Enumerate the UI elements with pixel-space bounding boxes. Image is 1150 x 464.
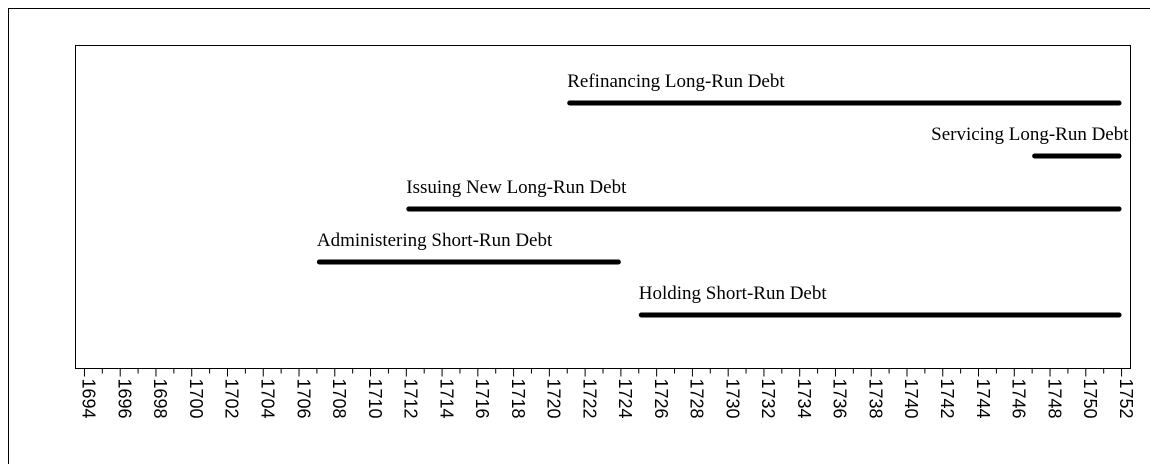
x-tick-label: 1752 [1116, 379, 1136, 419]
x-tick-label: 1744 [973, 379, 993, 419]
bar-label: Holding Short-Run Debt [639, 283, 828, 304]
x-tick-label: 1708 [329, 379, 349, 419]
x-tick-label: 1746 [1009, 379, 1029, 419]
x-tick-label: 1742 [937, 379, 957, 419]
x-tick-label: 1734 [794, 379, 814, 419]
x-tick-label: 1740 [901, 379, 921, 419]
x-tick-label: 1750 [1080, 379, 1100, 419]
bar-label: Administering Short-Run Debt [317, 230, 553, 251]
x-tick-label: 1726 [651, 379, 671, 419]
x-tick-label: 1694 [79, 379, 99, 419]
x-tick-label: 1700 [186, 379, 206, 419]
x-tick-label: 1720 [544, 379, 564, 419]
bar-label: Servicing Long-Run Debt [931, 124, 1129, 145]
x-tick-label: 1696 [114, 379, 134, 419]
bar [406, 206, 1122, 212]
x-tick-label: 1732 [758, 379, 778, 419]
bar-label: Issuing New Long-Run Debt [406, 177, 627, 198]
x-tick-label: 1712 [401, 379, 421, 419]
x-tick-label: 1714 [436, 379, 456, 419]
x-tick-label: 1730 [722, 379, 742, 419]
bar [638, 312, 1122, 318]
x-tick-label: 1718 [508, 379, 528, 419]
x-tick-label: 1702 [222, 379, 242, 419]
outer-frame [8, 8, 1150, 464]
bar-label: Refinancing Long-Run Debt [567, 71, 785, 92]
x-tick-label: 1724 [615, 379, 635, 419]
bar [1032, 153, 1122, 159]
x-tick-label: 1728 [687, 379, 707, 419]
x-tick-label: 1706 [293, 379, 313, 419]
x-tick-label: 1716 [472, 379, 492, 419]
x-tick-label: 1748 [1044, 379, 1064, 419]
bar [316, 259, 621, 265]
x-tick-label: 1704 [258, 379, 278, 419]
x-tick-label: 1710 [365, 379, 385, 419]
x-tick-label: 1722 [579, 379, 599, 419]
x-tick-label: 1698 [150, 379, 170, 419]
x-tick-label: 1736 [830, 379, 850, 419]
bar [567, 100, 1122, 106]
x-tick-label: 1738 [865, 379, 885, 419]
